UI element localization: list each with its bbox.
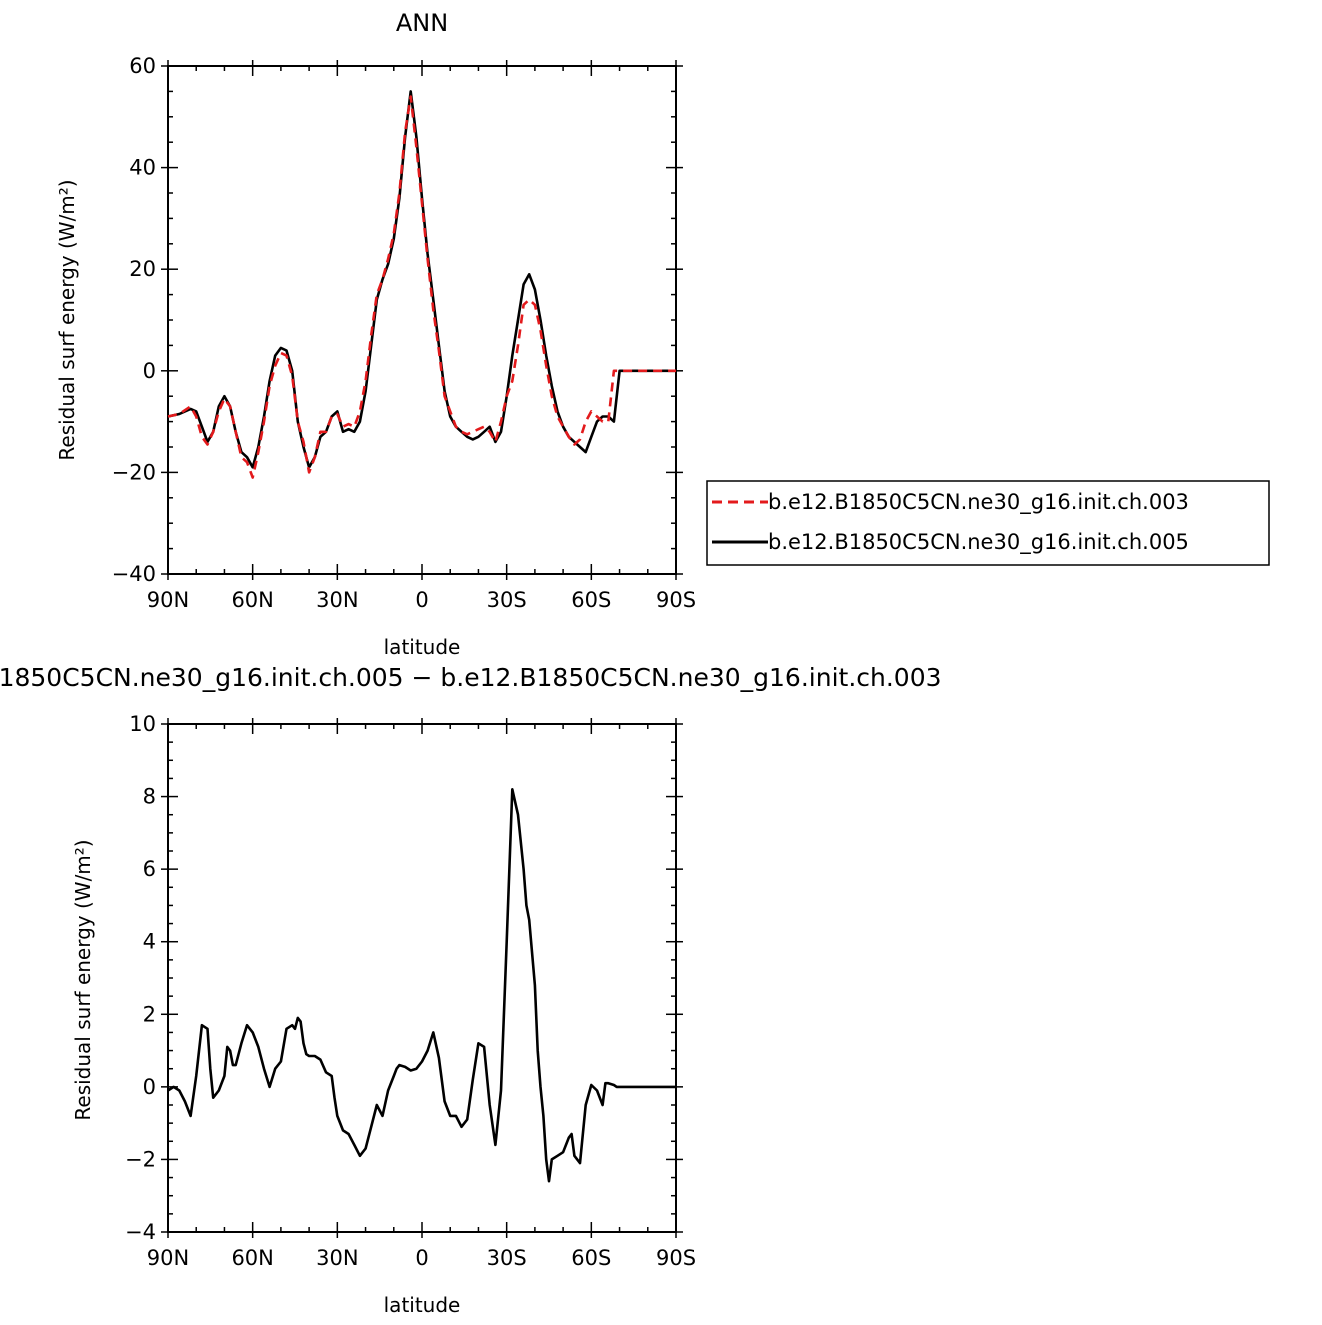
top-panel: ANN 90N 60N 30N 0 30S 60S 90S −40 −20 0 20 40 60 lat… — [55, 9, 696, 659]
legend-label-series-2: b.e12.B1850C5CN.ne30_g16.init.ch.005 — [768, 530, 1189, 555]
bottom-x-tick-label: 60N — [231, 1246, 273, 1270]
legend: b.e12.B1850C5CN.ne30_g16.init.ch.003 b.e… — [706, 480, 1270, 566]
top-x-tick-label: 60S — [571, 588, 611, 612]
bottom-x-tick-label: 0 — [415, 1246, 428, 1270]
top-y-tick-label: 20 — [129, 257, 156, 281]
top-x-tick-label: 30N — [316, 588, 358, 612]
top-x-axis-label: latitude — [384, 635, 461, 659]
bottom-y-tick-label: 2 — [143, 1002, 156, 1026]
bottom-series-line-1 — [167, 787, 676, 1183]
top-x-tick-label: 60N — [231, 588, 273, 612]
top-x-tick-label: 30S — [487, 588, 527, 612]
bottom-chart-title: b.e12.B1850C5CN.ne30_g16.init.ch.005 − b… — [0, 663, 942, 692]
top-y-axis-label: Residual surf energy (W/m²) — [55, 179, 79, 460]
bottom-x-tick-label: 90S — [656, 1246, 696, 1270]
bottom-y-axis-label: Residual surf energy (W/m²) — [71, 839, 95, 1120]
bottom-y-tick-label: 4 — [143, 930, 156, 954]
top-series-line-1 — [167, 95, 676, 479]
bottom-x-tick-label: 30N — [316, 1246, 358, 1270]
legend-label-series-1: b.e12.B1850C5CN.ne30_g16.init.ch.003 — [768, 490, 1189, 515]
top-x-tick-label: 90S — [656, 588, 696, 612]
bottom-x-tick-label: 90N — [147, 1246, 189, 1270]
top-y-tick-label: 0 — [143, 359, 156, 383]
top-series-layer — [167, 90, 676, 479]
top-series-line-2 — [167, 90, 676, 469]
top-axes: 90N 60N 30N 0 30S 60S 90S −40 −20 0 20 40 60 — [112, 54, 696, 612]
top-y-tick-label: −40 — [112, 562, 156, 586]
top-x-tick-label: 0 — [415, 588, 428, 612]
bottom-y-tick-label: 8 — [143, 785, 156, 809]
top-y-tick-label: 60 — [129, 54, 156, 78]
bottom-series-layer — [167, 787, 676, 1183]
legend-box — [706, 480, 1270, 566]
bottom-x-tick-label: 30S — [487, 1246, 527, 1270]
bottom-plot-frame — [167, 723, 677, 1233]
bottom-panel: b.e12.B1850C5CN.ne30_g16.init.ch.005 − b… — [0, 663, 942, 1317]
bottom-y-tick-label: 10 — [129, 712, 156, 736]
top-chart-title: ANN — [396, 9, 448, 37]
bottom-axes: 90N 60N 30N 0 30S 60S 90S −4 −2 0 2 4 6 8 10 — [125, 712, 696, 1270]
bottom-x-axis-label: latitude — [384, 1293, 461, 1317]
top-x-tick-label: 90N — [147, 588, 189, 612]
bottom-y-tick-label: −2 — [125, 1147, 156, 1171]
bottom-x-tick-label: 60S — [571, 1246, 611, 1270]
top-y-tick-label: −20 — [112, 460, 156, 484]
bottom-y-tick-label: −4 — [125, 1220, 156, 1244]
bottom-y-tick-label: 0 — [143, 1075, 156, 1099]
bottom-y-tick-label: 6 — [143, 857, 156, 881]
top-y-tick-label: 40 — [129, 156, 156, 180]
top-plot-frame — [167, 65, 677, 575]
